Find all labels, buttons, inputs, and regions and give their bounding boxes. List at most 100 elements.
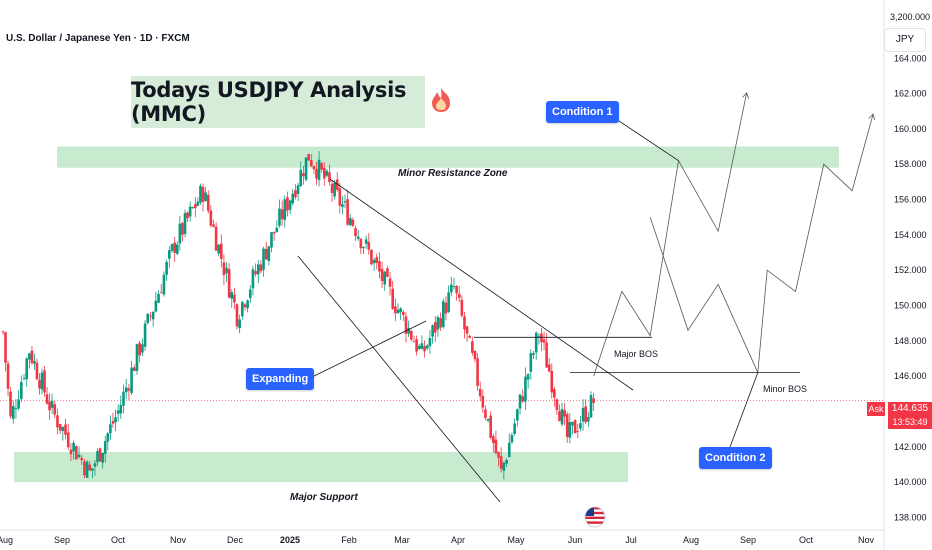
candle	[165, 259, 168, 281]
candle	[343, 194, 347, 209]
candle	[194, 196, 197, 218]
candle	[28, 352, 31, 369]
candle	[43, 365, 46, 397]
candle	[399, 307, 402, 321]
candle	[38, 373, 41, 395]
candle	[388, 271, 392, 296]
candle	[333, 179, 336, 200]
candle	[275, 220, 279, 233]
candle	[220, 234, 223, 268]
candle	[48, 393, 51, 420]
lower-trendline	[297, 255, 501, 503]
candle	[322, 162, 326, 186]
candle	[547, 358, 551, 373]
candle	[563, 403, 566, 426]
candle	[460, 295, 464, 318]
candle	[50, 393, 54, 414]
candle	[499, 447, 503, 473]
candle	[478, 381, 482, 402]
candle	[191, 206, 195, 209]
support-zone	[14, 452, 628, 483]
candle	[492, 433, 495, 453]
candle	[380, 261, 384, 288]
candle	[214, 222, 218, 251]
candle	[45, 387, 49, 405]
candle	[545, 332, 548, 368]
candle	[428, 330, 432, 354]
candle	[22, 373, 26, 381]
candle	[124, 378, 128, 400]
candle	[175, 241, 179, 256]
candle	[558, 404, 561, 422]
condition-2-tag: Condition 2	[699, 447, 772, 469]
candle	[132, 364, 136, 372]
candle	[17, 390, 20, 411]
candle	[431, 324, 434, 344]
candle	[35, 358, 39, 381]
candle	[309, 154, 313, 168]
candle	[307, 153, 310, 161]
price-axis-tick: 138.000	[894, 512, 927, 522]
time-axis-tick: Aug	[0, 535, 13, 545]
candle	[225, 262, 228, 283]
candle	[407, 320, 410, 338]
candle	[510, 432, 514, 444]
candle	[364, 235, 368, 249]
candle	[199, 183, 202, 206]
fire-icon	[432, 88, 450, 112]
candle	[579, 415, 582, 432]
candle	[141, 338, 144, 357]
candle	[206, 190, 210, 214]
candle	[565, 411, 569, 443]
candle	[288, 199, 292, 215]
candle	[111, 412, 115, 428]
price-axis-tick: 146.000	[894, 371, 927, 381]
candle	[362, 246, 365, 255]
major-bos-label: Major BOS	[614, 349, 659, 359]
candle	[248, 285, 252, 304]
time-axis-tick: Nov	[858, 535, 875, 545]
candle	[521, 389, 525, 403]
candle	[450, 276, 453, 297]
candle	[396, 303, 400, 315]
candle	[85, 460, 89, 478]
candle	[486, 418, 490, 423]
candle	[11, 400, 15, 424]
candle	[550, 363, 554, 399]
candle	[135, 343, 139, 375]
candle	[452, 278, 456, 290]
candle	[325, 168, 329, 178]
candle	[20, 375, 23, 402]
candle	[278, 199, 281, 228]
candle	[341, 196, 344, 215]
candle	[130, 361, 133, 395]
candle	[481, 389, 485, 413]
candle	[532, 351, 535, 360]
candle	[584, 399, 588, 425]
candle	[212, 219, 215, 228]
expanding-pointer-line	[305, 320, 427, 381]
candle	[484, 405, 487, 421]
price-axis-tick: 158.000	[894, 159, 927, 169]
candle	[394, 298, 397, 322]
candle	[338, 182, 342, 214]
currency-selector[interactable]: JPY	[884, 28, 926, 52]
candle	[72, 440, 75, 460]
condition-2-pointer	[729, 372, 759, 448]
candle	[77, 446, 81, 459]
candle	[348, 214, 352, 227]
candle	[404, 312, 408, 343]
condition-2-projection	[649, 115, 873, 375]
candle	[524, 367, 527, 411]
candle	[6, 360, 10, 397]
candle	[375, 253, 379, 270]
candle	[270, 231, 273, 253]
candle	[587, 411, 590, 427]
candle	[505, 458, 508, 467]
candle	[417, 343, 421, 351]
candle	[83, 458, 86, 479]
candle	[64, 418, 67, 440]
candle	[66, 423, 70, 450]
candle	[93, 459, 97, 476]
candle	[272, 231, 276, 241]
